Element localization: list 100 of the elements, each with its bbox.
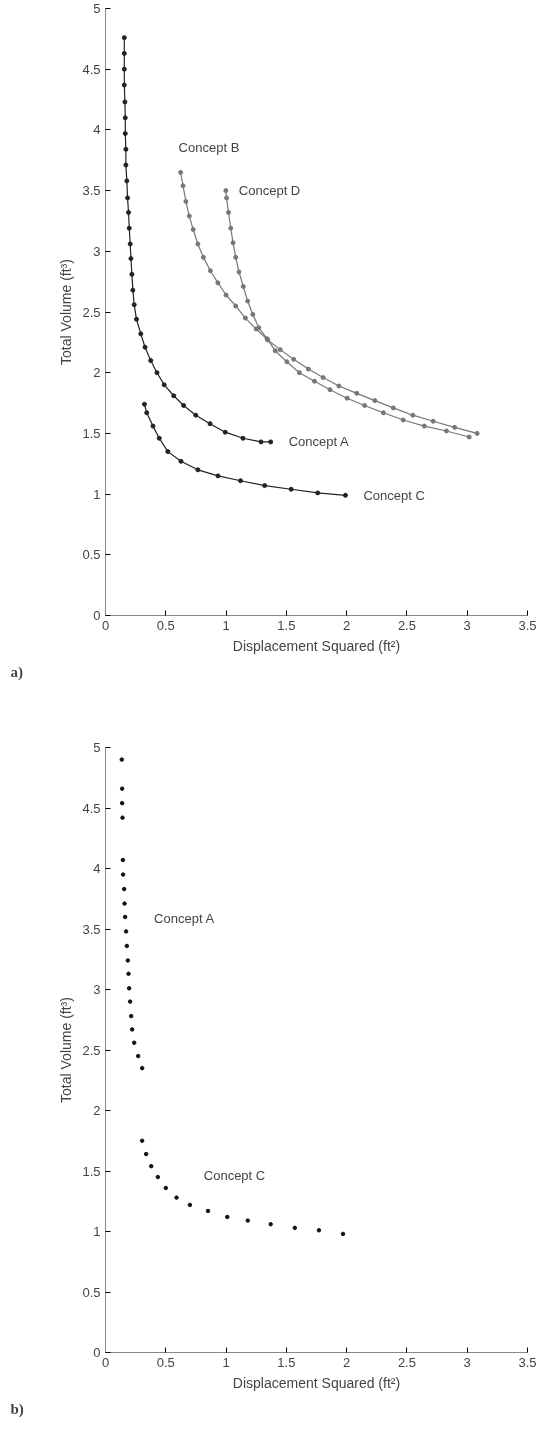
x-tick-label: 2.5 <box>397 1354 416 1370</box>
x-axis-title: Displacement Squared (ft²) <box>232 1374 401 1391</box>
point <box>154 370 160 376</box>
point <box>121 66 127 72</box>
series-label: Concept C <box>203 1168 266 1184</box>
point <box>122 131 128 137</box>
point <box>224 195 230 201</box>
y-tick-label: 2 <box>93 365 101 381</box>
point <box>183 199 189 205</box>
point <box>161 382 167 388</box>
point <box>240 435 246 441</box>
point <box>320 375 326 381</box>
point <box>178 169 184 175</box>
series-label: Concept B <box>178 139 240 155</box>
point <box>236 269 242 275</box>
point <box>135 1053 141 1059</box>
x-tick-label: 3 <box>463 1354 471 1370</box>
point <box>155 1174 161 1180</box>
point <box>124 943 130 949</box>
point <box>119 757 125 762</box>
point <box>233 254 239 260</box>
point <box>126 225 132 231</box>
series-label: Concept D <box>238 183 301 199</box>
point <box>400 417 406 423</box>
point <box>207 421 213 427</box>
point <box>123 162 129 168</box>
point <box>215 473 221 479</box>
point <box>139 1138 145 1143</box>
point <box>121 35 127 41</box>
point <box>193 412 199 418</box>
point <box>129 271 135 277</box>
x-tick-label: 2 <box>343 617 351 633</box>
x-tick-label: 1 <box>222 1354 230 1370</box>
y-tick-label: 3 <box>93 982 101 997</box>
y-tick-label: 2 <box>93 1103 101 1118</box>
point <box>223 188 229 194</box>
point <box>126 986 132 991</box>
point <box>181 402 187 408</box>
y-axis-title: Total Volume (ft³) <box>58 259 75 365</box>
point <box>272 348 278 354</box>
point <box>342 492 348 498</box>
text: Concept A <box>154 910 215 926</box>
y-tick-label: 2.5 <box>82 1042 101 1058</box>
point <box>336 383 342 389</box>
point <box>195 241 201 247</box>
y-tick-label: 4.5 <box>82 61 101 77</box>
point <box>126 209 132 215</box>
x-tick-label: 3 <box>463 617 471 633</box>
series-label: Concept A <box>288 434 349 450</box>
y-axis-title: Total Volume (ft³) <box>58 997 75 1103</box>
point <box>390 405 396 411</box>
y-tick-label: 1 <box>93 486 101 502</box>
point <box>277 347 283 353</box>
point <box>380 410 386 416</box>
point <box>195 467 201 473</box>
point <box>452 424 458 430</box>
point <box>291 356 297 362</box>
point <box>148 358 154 364</box>
point <box>123 929 129 934</box>
point <box>131 302 137 308</box>
y-tick-label: 5 <box>93 1 101 16</box>
point <box>205 1208 211 1214</box>
point <box>207 268 213 274</box>
point <box>165 449 171 455</box>
point <box>466 434 472 440</box>
point <box>133 316 139 322</box>
point <box>230 240 236 246</box>
point <box>121 82 127 88</box>
y-tick-label: 3 <box>93 243 101 259</box>
point <box>421 423 427 429</box>
point <box>150 423 156 429</box>
y-tick-label: 0.5 <box>82 1284 101 1300</box>
point <box>187 1202 193 1208</box>
point <box>245 1218 251 1223</box>
point <box>119 786 125 791</box>
point <box>171 393 177 399</box>
point <box>284 359 290 365</box>
series-label: Concept C <box>363 487 425 503</box>
point <box>327 387 333 393</box>
x-tick-label: 1.5 <box>277 1354 296 1370</box>
point <box>316 1228 322 1233</box>
point <box>430 418 436 424</box>
point <box>122 115 128 121</box>
point <box>124 178 130 184</box>
point <box>311 378 317 384</box>
point <box>223 292 229 298</box>
point <box>121 886 127 892</box>
point <box>410 412 416 418</box>
point <box>127 241 133 247</box>
point <box>200 254 206 260</box>
point <box>139 1065 145 1071</box>
point <box>222 429 228 435</box>
point <box>156 435 162 441</box>
point <box>215 280 221 286</box>
y-tick-label: 1.5 <box>82 1163 101 1179</box>
x-tick-label: 2.5 <box>397 617 416 633</box>
point <box>129 1027 135 1032</box>
point <box>268 439 274 445</box>
y-tick-label: 1.5 <box>82 425 101 441</box>
y-tick-label: 4 <box>93 861 101 876</box>
